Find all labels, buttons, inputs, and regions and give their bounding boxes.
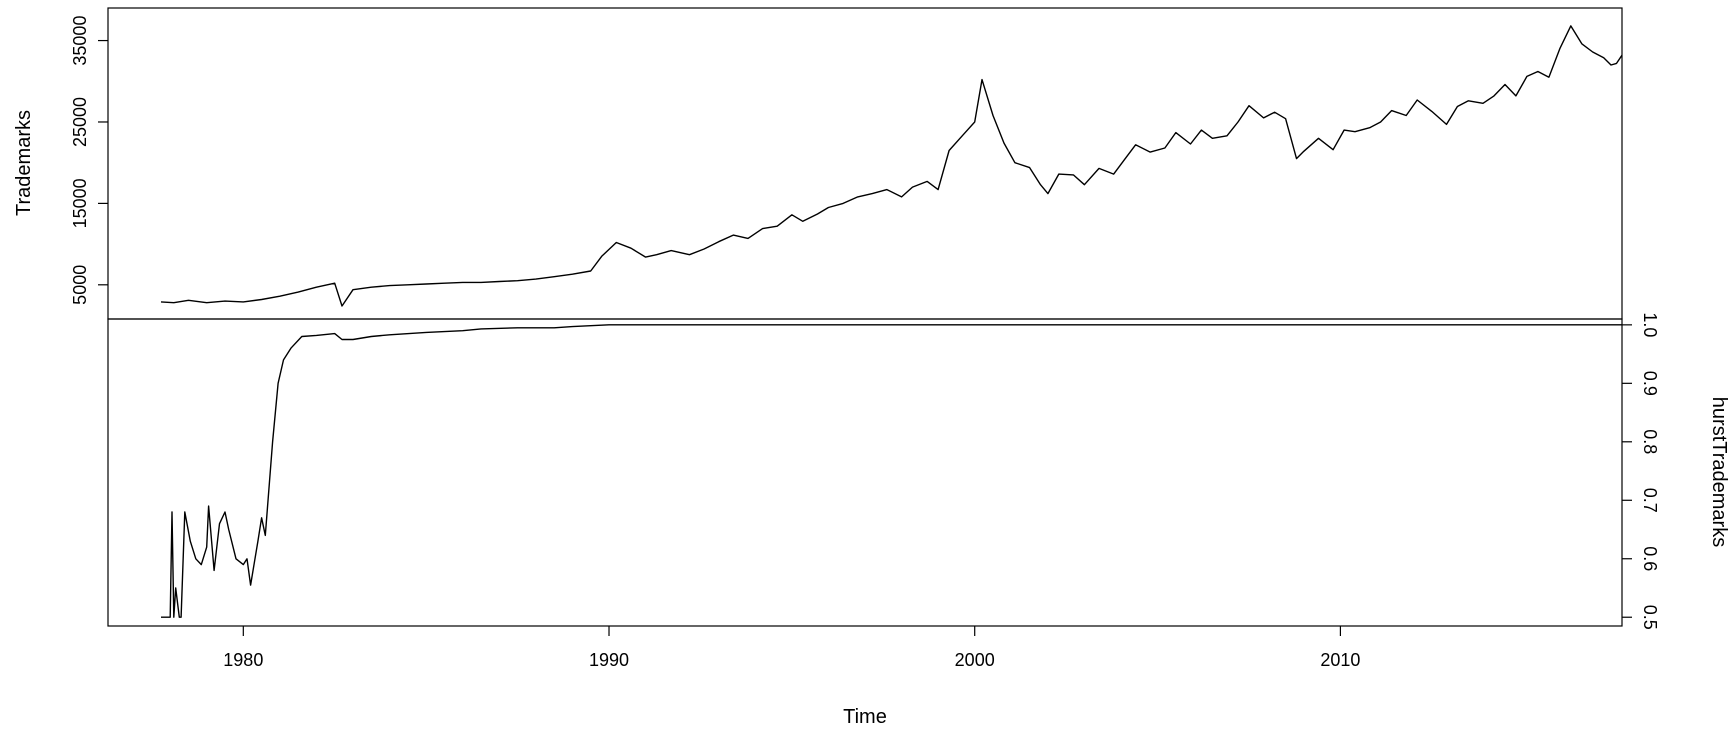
bottom-y-axis-title: hurstTrademarks [1708,397,1730,547]
y-tick-label: 15000 [70,178,90,228]
x-tick-label: 2000 [955,650,995,670]
bottom-y-axis: 0.5 0.6 0.7 0.8 0.9 1.0 [1622,312,1660,630]
y-tick-label: 1.0 [1640,312,1660,337]
y-tick-label: 35000 [70,16,90,66]
y-tick-label: 0.5 [1640,605,1660,630]
x-tick-label: 1990 [589,650,629,670]
hurst-trademarks-series-line [161,324,1622,618]
top-panel: 5000 15000 25000 35000 Trademarks [13,7,1623,320]
x-axis: 1980 1990 2000 2010 [223,626,1360,670]
top-y-axis: 5000 15000 25000 35000 [70,16,108,305]
top-plot-frame [107,7,1623,320]
y-tick-label: 5000 [70,265,90,305]
top-y-axis-title: Trademarks [13,110,35,216]
y-tick-label: 0.9 [1640,371,1660,396]
x-axis-title: Time [843,706,887,728]
y-tick-label: 0.6 [1640,546,1660,571]
y-tick-label: 25000 [70,97,90,147]
x-tick-label: 2010 [1320,650,1360,670]
y-tick-label: 0.8 [1640,429,1660,454]
y-tick-label: 0.7 [1640,488,1660,513]
trademarks-series-line [160,25,1623,307]
x-tick-label: 1980 [223,650,263,670]
bottom-plot-frame [107,318,1623,627]
bottom-panel: 0.5 0.6 0.7 0.8 0.9 1.0 hurstTrademarks [107,312,1730,630]
